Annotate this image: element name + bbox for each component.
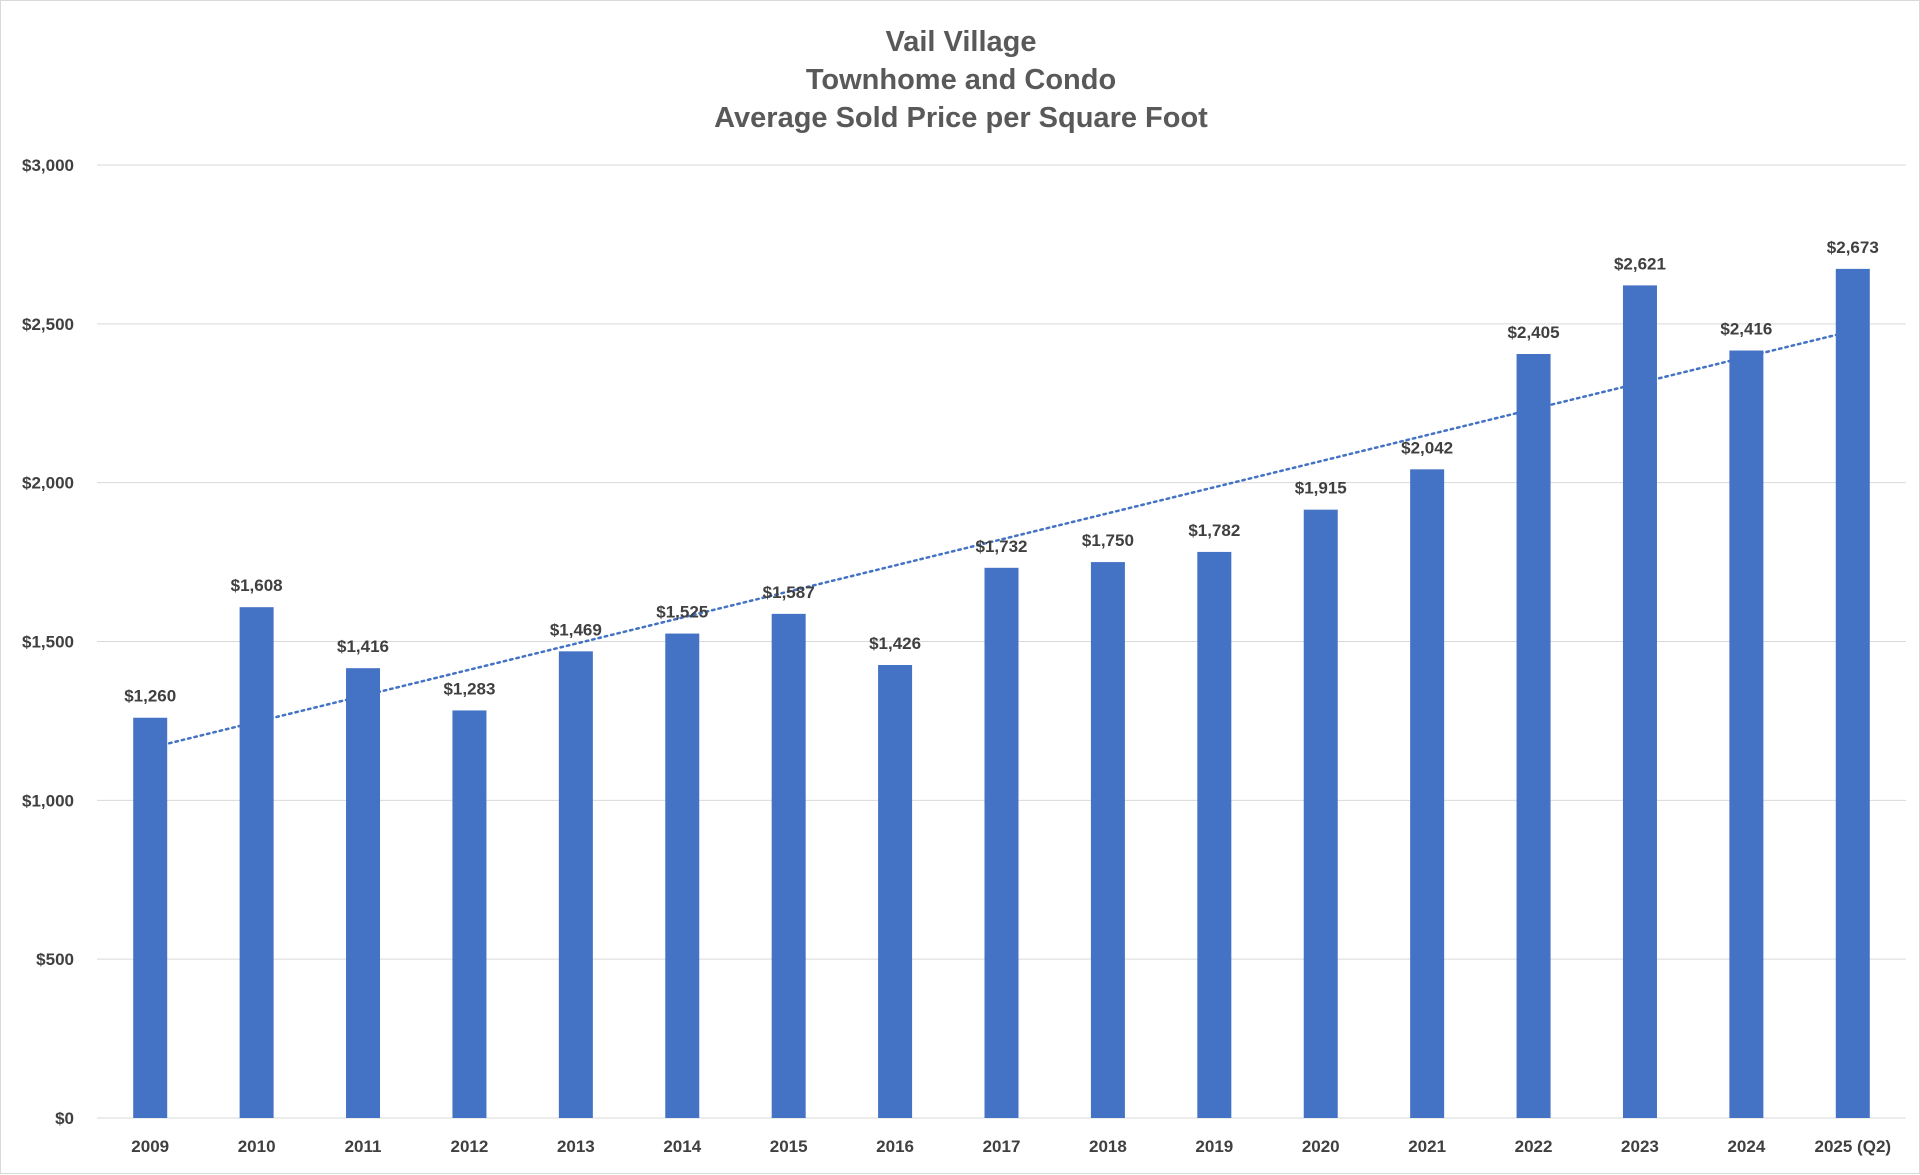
data-label: $1,608 (231, 576, 283, 595)
bar-2023 (1622, 285, 1657, 1119)
x-tick-label: 2014 (663, 1137, 701, 1156)
x-tick-label: 2021 (1408, 1137, 1446, 1156)
x-tick-label: 2009 (131, 1137, 169, 1156)
bar-2010 (239, 607, 274, 1118)
y-tick-label: $2,500 (22, 315, 74, 334)
x-tick-label: 2019 (1195, 1137, 1233, 1156)
data-label: $1,915 (1295, 479, 1347, 498)
x-tick-label: 2025 (Q2) (1815, 1137, 1892, 1156)
data-label: $2,405 (1508, 323, 1560, 342)
data-label: $1,750 (1082, 531, 1134, 550)
x-tick-label: 2018 (1089, 1137, 1127, 1156)
data-label: $2,621 (1614, 254, 1666, 273)
x-tick-label: 2010 (238, 1137, 276, 1156)
data-label: $1,283 (443, 679, 495, 698)
data-label: $1,782 (1188, 521, 1240, 540)
chart-subtitle-line-2: Average Sold Price per Square Foot (714, 102, 1208, 134)
x-tick-label: 2012 (451, 1137, 489, 1156)
data-label: $1,416 (337, 637, 389, 656)
y-tick-label: $0 (55, 1109, 74, 1128)
trendline-group (148, 329, 1855, 750)
x-tick-label: 2017 (983, 1137, 1021, 1156)
x-tick-label: 2023 (1621, 1137, 1659, 1156)
data-label: $1,587 (763, 583, 815, 602)
bar-2019 (1197, 551, 1232, 1118)
bar-2011 (346, 668, 381, 1118)
bar-2017 (984, 567, 1019, 1118)
x-axis-ticks: 2009 2010 2011 2012 2013 2014 2015 2016 2017 2018… (131, 1137, 1891, 1156)
bar-2013 (558, 651, 593, 1118)
data-labels: $1,260 $1,608 $1,416 $1,283 $1,469 $1,525 $1,5… (124, 238, 1879, 706)
bar-2024 (1729, 350, 1764, 1118)
chart-subtitle-line-1: Townhome and Condo (805, 64, 1117, 96)
x-tick-label: 2020 (1302, 1137, 1340, 1156)
x-tick-label: 2015 (770, 1137, 808, 1156)
bar-2014 (665, 633, 700, 1118)
data-label: $1,732 (976, 537, 1028, 556)
data-label: $1,525 (656, 603, 708, 622)
bar-2015 (771, 613, 806, 1118)
x-tick-label: 2013 (557, 1137, 595, 1156)
bar-2018 (1090, 562, 1125, 1118)
y-tick-label: $3,000 (22, 156, 74, 175)
chart-title: Vail Village (885, 26, 1037, 58)
y-tick-label: $500 (36, 950, 74, 969)
data-label: $2,416 (1720, 320, 1772, 339)
bars (133, 268, 1870, 1119)
y-tick-label: $1,000 (22, 791, 74, 810)
x-tick-label: 2016 (876, 1137, 914, 1156)
bar-2022 (1516, 354, 1551, 1118)
data-label: $2,673 (1827, 238, 1879, 257)
data-label: $1,426 (869, 634, 921, 653)
x-tick-label: 2011 (345, 1137, 382, 1156)
y-axis-ticks: $0 $500 $1,000 $1,500 $2,000 $2,500 $3,000 (22, 156, 74, 1128)
bar-2016 (878, 665, 913, 1118)
bar-2020 (1303, 509, 1338, 1118)
x-tick-label: 2022 (1515, 1137, 1553, 1156)
bar-2025 (Q2) (1835, 268, 1870, 1118)
data-label: $2,042 (1401, 438, 1453, 457)
data-label: $1,469 (550, 620, 602, 639)
data-label: $1,260 (124, 687, 176, 706)
bar-2012 (452, 710, 487, 1118)
bar-2021 (1410, 469, 1445, 1118)
y-tick-label: $2,000 (22, 474, 74, 493)
trendline (148, 329, 1855, 750)
y-tick-label: $1,500 (22, 633, 74, 652)
chart-title-block: Vail Village Townhome and Condo Average … (1, 23, 1920, 137)
bar-2009 (133, 717, 168, 1118)
x-tick-label: 2024 (1727, 1137, 1765, 1156)
